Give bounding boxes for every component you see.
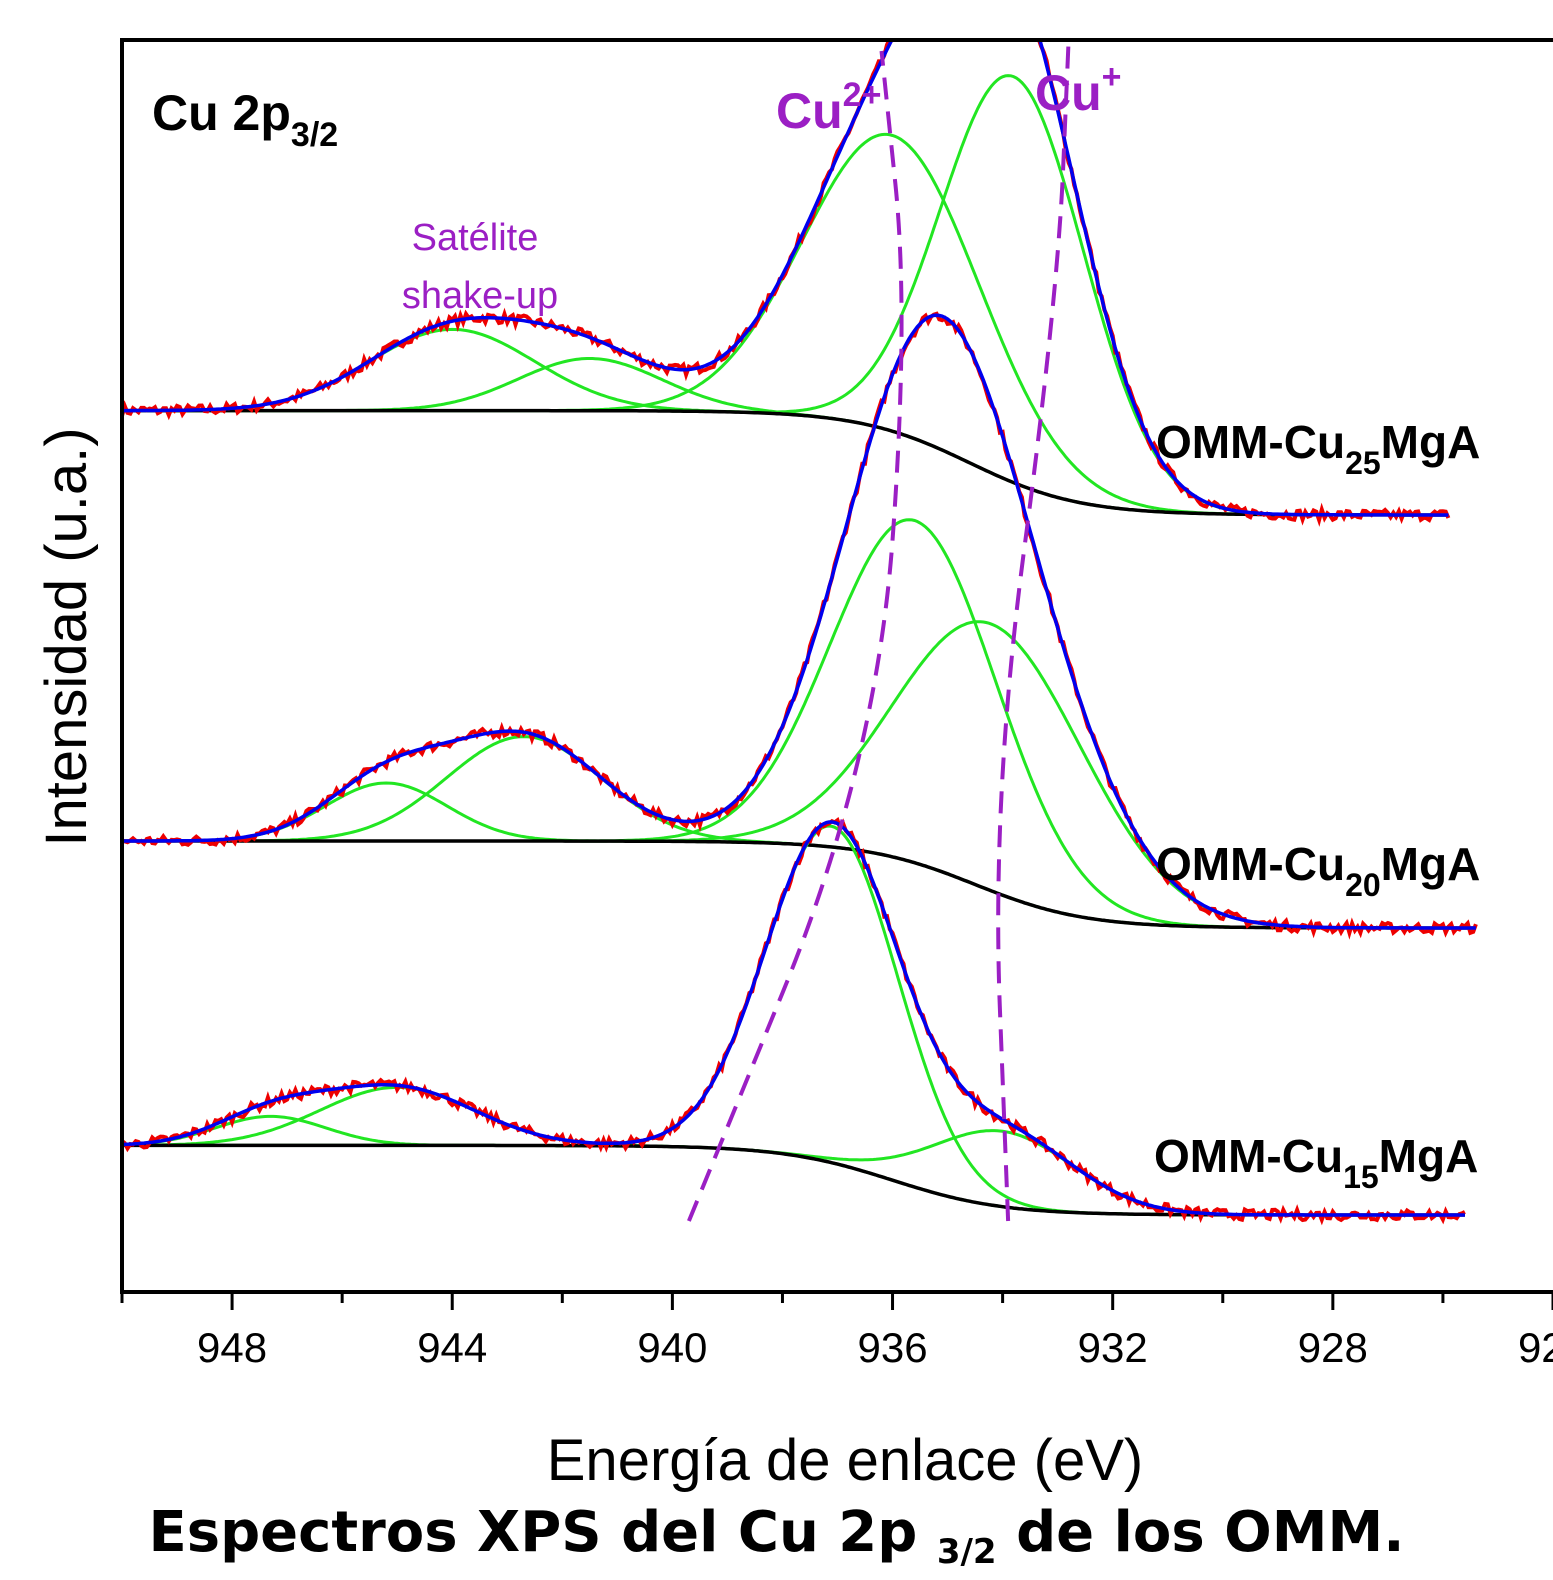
fit-envelope-0 bbox=[122, 40, 1449, 517]
x-tick-label: 924 bbox=[1518, 1324, 1553, 1371]
cu1-label: Cu+ bbox=[1035, 58, 1122, 121]
xps-chart: 948944940936932928924 Intensidad (u.a.) … bbox=[34, 38, 1553, 1493]
satellite-label-line1: Satélite bbox=[412, 217, 539, 259]
cu2-label: Cu2+ bbox=[776, 76, 881, 139]
guide-line-cu2 bbox=[687, 50, 904, 1222]
background-line-1 bbox=[122, 839, 1476, 930]
panel-label: Cu 2p3/2 bbox=[152, 85, 338, 154]
figure-caption: Espectros XPS del Cu 2p 3/2 de los OMM. bbox=[148, 1500, 1405, 1573]
x-tick-label: 940 bbox=[637, 1324, 707, 1371]
background-line-0 bbox=[122, 408, 1449, 517]
y-axis-title: Intensidad (u.a.) bbox=[34, 427, 99, 846]
series-label-cu15: OMM-Cu15MgA bbox=[1154, 1130, 1478, 1195]
x-tick-label: 932 bbox=[1078, 1324, 1148, 1371]
x-tick-label: 936 bbox=[857, 1324, 927, 1371]
axes-frame bbox=[120, 38, 1553, 1294]
x-tick-label: 928 bbox=[1298, 1324, 1368, 1371]
guide-line-cu1 bbox=[996, 38, 1071, 1222]
series-label-cu25: OMM-Cu25MgA bbox=[1156, 416, 1480, 481]
series-label-cu20: OMM-Cu20MgA bbox=[1156, 838, 1480, 903]
x-tick-label: 944 bbox=[417, 1324, 487, 1371]
satellite-label-line2: shake-up bbox=[402, 275, 558, 317]
fit-envelope-2 bbox=[122, 820, 1465, 1217]
fit-envelope-1 bbox=[122, 313, 1476, 930]
x-tick-label: 948 bbox=[197, 1324, 267, 1371]
x-axis-title: Energía de enlace (eV) bbox=[547, 1428, 1143, 1493]
component-peak-1-1 bbox=[122, 735, 1476, 930]
